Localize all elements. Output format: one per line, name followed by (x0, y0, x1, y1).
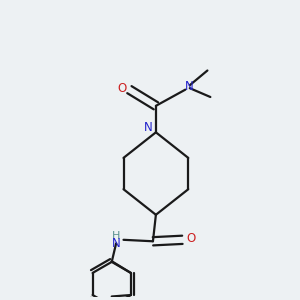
Text: H: H (112, 231, 120, 241)
Text: N: N (185, 80, 194, 93)
Text: N: N (144, 121, 153, 134)
Text: O: O (186, 232, 195, 245)
Text: N: N (112, 237, 121, 250)
Text: O: O (117, 82, 127, 95)
